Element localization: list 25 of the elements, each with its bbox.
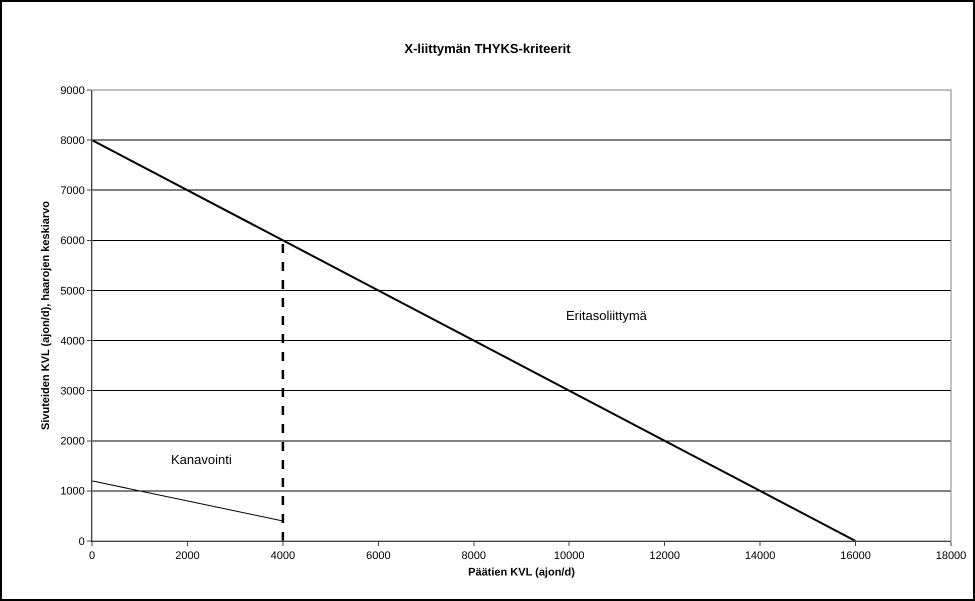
- y-tick-label: 1000: [60, 486, 85, 498]
- x-axis-title: Päätien KVL (ajon/d): [468, 566, 576, 578]
- y-tick-label: 6000: [60, 235, 85, 248]
- x-tick-label: 10000: [554, 550, 585, 562]
- x-tick-label: 12000: [649, 550, 680, 562]
- y-tick-label: 2000: [60, 436, 85, 448]
- y-tick-label: 7000: [60, 185, 85, 198]
- x-tick-label: 18000: [936, 550, 966, 562]
- annotation: Kanavointi: [171, 452, 232, 467]
- chart-title: X-liittymän THYKS-kriteerit: [404, 40, 572, 56]
- x-tick-label: 0: [88, 550, 96, 562]
- x-tick-label: 4000: [270, 550, 296, 562]
- x-tick-label: 2000: [175, 550, 200, 562]
- x-tick-label: 6000: [366, 550, 391, 562]
- annotation: Eritasoliittymä: [566, 308, 648, 323]
- y-axis-title: Sivuteiden KVL (ajon/d), haarojen keskiarvo: [40, 200, 52, 430]
- y-tick-label: 5000: [60, 285, 85, 298]
- y-tick-label: 3000: [60, 386, 85, 398]
- y-tick-label: 8000: [60, 134, 85, 147]
- x-tick-label: 14000: [744, 550, 776, 562]
- y-tick-label: 9000: [60, 84, 85, 97]
- x-tick-label: 8000: [462, 550, 486, 562]
- y-tick-label: 0: [78, 536, 85, 548]
- y-tick-label: 4000: [60, 335, 85, 348]
- x-tick-label: 16000: [840, 550, 871, 562]
